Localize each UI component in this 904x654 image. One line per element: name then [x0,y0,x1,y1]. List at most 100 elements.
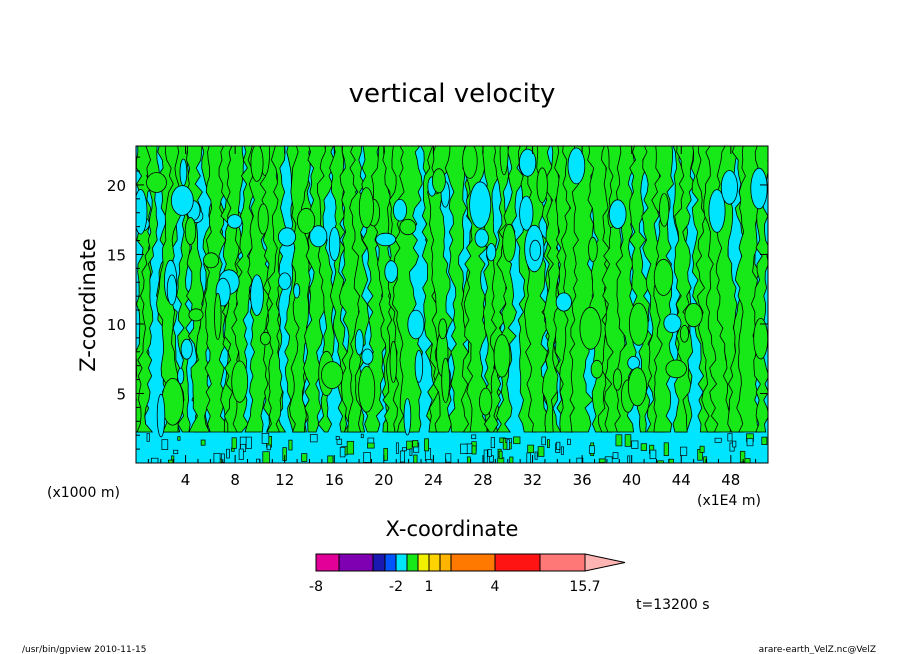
boundary-cell [406,440,413,450]
velocity-cell [389,340,398,383]
boundary-cell [200,439,206,446]
updraft-region [136,146,162,433]
x-tick-label: 4 [181,471,191,489]
x-axis-ticks: 4 8 12 16 20 24 28 32 36 40 44 48 [147,146,757,489]
boundary-cell [513,436,521,445]
colorbar-segment [315,553,340,572]
boundary-cell [213,452,221,463]
velocity-cell [399,218,417,236]
velocity-cell [462,146,478,179]
velocity-cell [384,260,399,283]
boundary-cell [363,452,371,463]
velocity-cell [665,359,687,379]
colorbar: -8 -2 1 4 15.7 [309,553,626,595]
colorbar-segment [439,553,452,572]
velocity-cell [555,292,572,312]
velocity-cell [184,217,197,245]
time-label: t=13200 s [636,597,710,613]
plot-frame [135,145,769,464]
updraft-region [672,146,696,433]
x-tick-label: 44 [672,471,691,489]
velocity-cell [136,189,148,235]
velocity-cell [259,331,271,346]
boundary-cell [327,455,334,463]
boundary-cell [739,450,746,463]
velocity-cell [156,393,166,438]
velocity-cell [567,147,586,185]
colorbar-tick-label: -8 [309,579,323,595]
velocity-cell [407,309,425,340]
colorbar-segment [428,553,441,572]
boundary-cell [657,460,664,463]
boundary-cell [301,453,308,462]
velocity-cell [358,365,376,413]
velocity-cell [375,232,397,247]
velocity-cell [361,348,374,365]
velocity-cell [414,349,424,383]
velocity-cell [170,185,194,216]
boundary-cell [598,458,606,463]
boundary-cell [226,448,230,459]
chart-title: vertical velocity [349,79,556,109]
x-axis-label: X-coordinate [386,517,519,541]
velocity-cell [679,324,690,343]
boundary-cell [588,445,595,454]
velocity-cell [188,308,204,322]
boundary-cell [627,455,631,463]
velocity-cell [277,227,296,247]
velocity-cell [750,167,768,210]
velocity-cell [474,228,489,248]
velocity-field [136,146,768,463]
velocity-cell [441,357,450,403]
y-tick-label: 5 [116,385,126,403]
boundary-cell [399,450,405,463]
velocity-cell [278,272,292,290]
boundary-cell [256,458,261,463]
velocity-cell [358,187,374,229]
boundary-cell [245,436,252,449]
boundary-cell [335,435,340,440]
x-unit-label: (x1E4 m) [697,493,761,509]
boundary-cell [703,456,708,463]
boundary-cell [746,438,754,447]
boundary-cell [560,446,564,455]
updraft-region [391,146,423,433]
velocity-cell [293,283,301,299]
velocity-cell [499,146,509,176]
footer-right: arare-earth_VelZ.nc@VelZ [759,645,876,654]
boundary-cell [509,456,514,463]
velocity-cell [403,398,412,436]
velocity-cell [354,329,364,356]
y-axis-ticks: 5 10 15 20 [107,156,768,450]
velocity-cell [627,367,647,407]
boundary-cell [424,438,429,452]
boundary-cell [498,450,503,460]
boundary-cell [231,437,237,449]
velocity-cell [231,360,249,403]
boundary-cell [541,436,546,446]
velocity-cell [612,368,623,391]
boundary-cell [624,434,632,447]
y-tick-label: 10 [107,316,126,334]
colorbar-segment [395,553,408,572]
boundary-cell [309,434,318,443]
colorbar-segment [450,553,496,572]
colorbar-tick-label: 4 [491,579,500,595]
x-tick-label: 40 [622,471,641,489]
velocity-cell [663,313,682,334]
x-tick-label: 36 [573,471,592,489]
boundary-cell [567,438,571,445]
colorbar-tick-label: 1 [425,579,434,595]
x-tick-label: 24 [424,471,443,489]
velocity-cell [166,274,177,306]
boundary-cell [526,452,531,463]
boundary-cell [640,443,647,451]
boundary-cell [490,437,495,449]
updraft-region [347,146,370,433]
boundary-cell [471,434,477,440]
colorbar-extend-arrow [584,553,626,572]
boundary-cell [547,439,550,448]
boundary-cell [534,451,538,460]
updraft-region [750,146,768,433]
